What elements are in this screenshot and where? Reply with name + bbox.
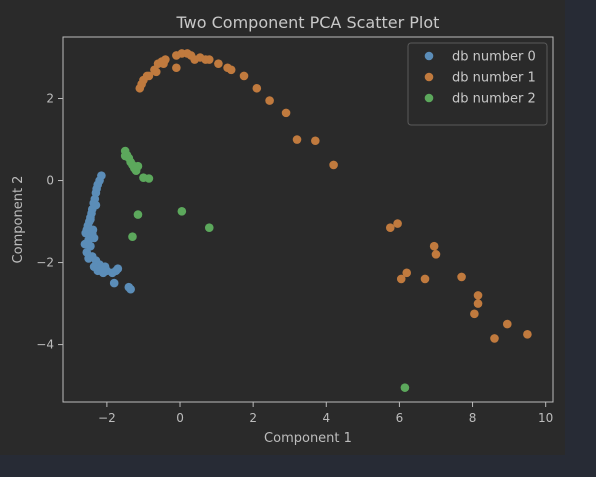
legend-entry: db number 0 xyxy=(452,50,536,65)
data-point-series-1 xyxy=(226,65,236,75)
axes-frame xyxy=(62,36,554,403)
data-point-series-1 xyxy=(431,250,441,259)
legend-entry: db number 1 xyxy=(452,71,536,86)
data-point-series-0 xyxy=(113,264,123,274)
x-tick-label: 2 xyxy=(249,411,257,425)
data-point-series-2 xyxy=(204,223,214,233)
data-point-series-1 xyxy=(281,108,291,118)
data-point-series-1 xyxy=(172,63,181,73)
data-point-series-0 xyxy=(98,268,108,278)
x-tick-label: 6 xyxy=(396,411,404,425)
data-point-series-1 xyxy=(311,136,320,146)
data-point-series-1 xyxy=(457,272,466,282)
data-point-series-2 xyxy=(128,232,137,242)
legend-entry: db number 2 xyxy=(452,92,536,107)
y-tick-label: −2 xyxy=(36,256,54,270)
data-point-series-1 xyxy=(239,71,249,81)
data-point-series-2 xyxy=(133,210,143,219)
data-point-series-1 xyxy=(265,96,274,105)
data-point-series-0 xyxy=(126,284,135,294)
data-point-series-0 xyxy=(81,228,90,238)
x-tick-label: 10 xyxy=(538,411,553,425)
data-point-series-1 xyxy=(420,274,430,284)
data-point-series-0 xyxy=(109,278,119,288)
data-point-series-1 xyxy=(159,59,168,68)
data-point-series-0 xyxy=(84,235,93,245)
data-point-series-1 xyxy=(144,71,154,81)
data-point-series-0 xyxy=(84,254,93,263)
x-tick-label: 4 xyxy=(322,411,330,425)
legend-box xyxy=(407,42,548,126)
data-point-series-1 xyxy=(151,67,161,77)
y-tick-label: 2 xyxy=(46,92,54,106)
legend-marker xyxy=(424,72,434,82)
data-point-series-1 xyxy=(473,291,483,300)
data-point-series-2 xyxy=(400,383,410,392)
x-tick-label: −2 xyxy=(98,411,116,425)
chart-figure: Two Component PCA Scatter Plot −2 0 2 4 6 8 10… xyxy=(0,0,565,455)
data-point-series-2 xyxy=(133,161,143,171)
y-tick-label: 0 xyxy=(46,174,54,188)
data-point-series-0 xyxy=(91,200,101,210)
data-point-series-1 xyxy=(396,274,406,284)
data-point-series-1 xyxy=(329,160,338,170)
y-axis-ticks: −4 −2 0 2 xyxy=(36,92,63,352)
x-axis-ticks: −2 0 2 4 6 8 10 xyxy=(98,402,553,425)
data-point-series-0 xyxy=(86,215,95,224)
data-point-series-1 xyxy=(385,223,395,233)
y-axis-label: Component 2 xyxy=(11,176,26,264)
x-tick-label: 8 xyxy=(469,411,477,425)
y-tick-label: −4 xyxy=(36,338,54,352)
data-point-series-1 xyxy=(490,334,499,343)
legend: db number 0 db number 1 db number 2 xyxy=(407,42,548,126)
data-point-series-1 xyxy=(292,135,302,144)
data-points xyxy=(80,49,532,392)
data-point-series-1 xyxy=(523,330,532,339)
data-point-series-2 xyxy=(144,174,154,183)
data-point-series-1 xyxy=(214,59,223,68)
data-point-series-1 xyxy=(502,319,512,329)
data-point-series-1 xyxy=(252,83,262,93)
data-point-series-2 xyxy=(177,206,187,216)
x-axis-label: Component 1 xyxy=(264,431,352,446)
legend-marker xyxy=(424,51,434,61)
data-point-series-1 xyxy=(470,309,479,319)
legend-marker xyxy=(424,93,434,103)
data-point-series-1 xyxy=(393,219,402,228)
data-point-series-1 xyxy=(402,268,412,278)
data-point-series-1 xyxy=(473,299,483,308)
x-tick-label: 0 xyxy=(176,411,184,425)
scatter-chart: Two Component PCA Scatter Plot −2 0 2 4 6 8 10… xyxy=(11,13,554,446)
data-point-series-1 xyxy=(204,55,214,64)
data-point-series-1 xyxy=(429,241,439,251)
data-point-series-0 xyxy=(88,225,98,235)
chart-title: Two Component PCA Scatter Plot xyxy=(176,13,440,32)
data-point-series-2 xyxy=(120,151,130,161)
